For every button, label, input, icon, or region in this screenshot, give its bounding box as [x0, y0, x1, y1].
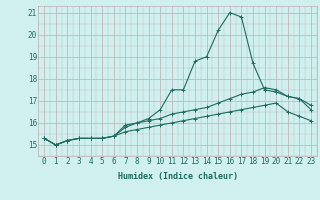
X-axis label: Humidex (Indice chaleur): Humidex (Indice chaleur) [118, 172, 238, 181]
